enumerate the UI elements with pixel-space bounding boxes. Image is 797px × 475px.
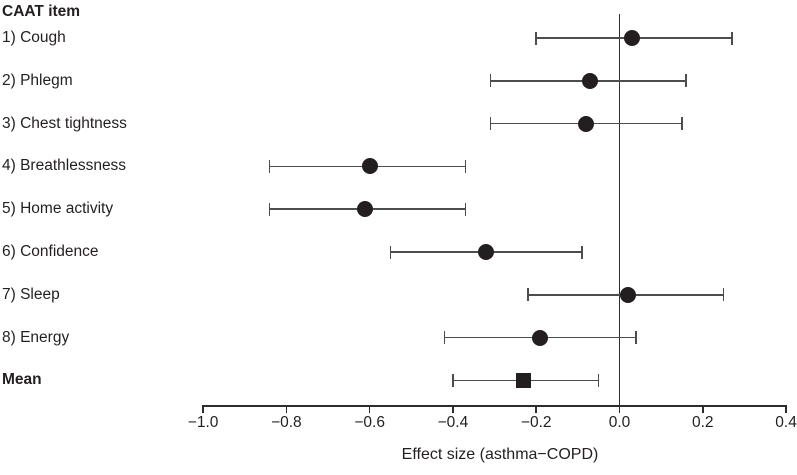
x-tick-label: −0.2: [520, 414, 552, 431]
row-label: 4) Breathlessness: [2, 157, 127, 175]
x-tick: [785, 405, 787, 413]
point-marker: [532, 329, 549, 346]
row-label: 5) Home activity: [2, 200, 114, 218]
x-tick: [202, 405, 204, 413]
x-axis-label: Effect size (asthma−COPD): [401, 446, 599, 463]
row-label: 7) Sleep: [2, 285, 60, 303]
ci-cap-left: [489, 117, 492, 131]
point-marker: [582, 72, 599, 89]
ci-cap-left: [535, 31, 537, 45]
x-tick: [452, 405, 454, 413]
ci-cap-right: [685, 74, 687, 88]
x-tick-label: 0.0: [608, 414, 631, 431]
ci-cap-right: [722, 288, 725, 302]
ci-cap-left: [452, 373, 454, 387]
x-tick-label: −1.0: [187, 414, 219, 431]
x-tick: [535, 405, 537, 413]
ci-cap-left: [527, 288, 529, 302]
point-marker: [623, 30, 640, 46]
x-tick-label: 0.2: [691, 414, 714, 431]
point-marker: [478, 244, 495, 260]
x-tick: [368, 405, 371, 413]
ci-cap-right: [681, 117, 683, 131]
point-marker: [516, 372, 532, 388]
point-marker: [357, 201, 374, 218]
ci-cap-right: [464, 159, 467, 173]
row-label: Mean: [2, 371, 42, 389]
x-tick: [618, 405, 621, 413]
ci-cap-left: [489, 74, 492, 88]
row-label: 6) Confidence: [2, 243, 99, 260]
ci-cap-right: [464, 202, 467, 216]
point-marker: [619, 286, 636, 303]
row-label: 2) Phlegm: [2, 71, 73, 89]
ci-cap-right: [581, 245, 583, 259]
x-axis-line: [203, 405, 787, 407]
x-tick-label: 0.4: [775, 414, 797, 431]
point-marker: [578, 115, 595, 132]
ci-cap-left: [268, 202, 271, 216]
row-label: 8) Energy: [2, 328, 70, 346]
row-label: 1) Cough: [2, 29, 66, 46]
ci-cap-right: [597, 373, 600, 387]
ci-cap-right: [635, 331, 637, 345]
ci-cap-left: [389, 245, 392, 259]
column-header: CAAT item: [2, 3, 81, 20]
point-marker: [361, 158, 378, 175]
row-label: 3) Chest tightness: [2, 114, 127, 132]
x-tick-label: −0.6: [354, 414, 385, 431]
ci-cap-left: [268, 159, 271, 173]
x-tick-label: −0.8: [271, 414, 302, 431]
zero-line: [618, 14, 621, 405]
x-tick-label: −0.4: [437, 414, 469, 431]
x-tick: [702, 405, 704, 413]
ci-cap-left: [443, 331, 446, 345]
x-tick: [285, 405, 288, 413]
ci-cap-right: [731, 31, 733, 45]
